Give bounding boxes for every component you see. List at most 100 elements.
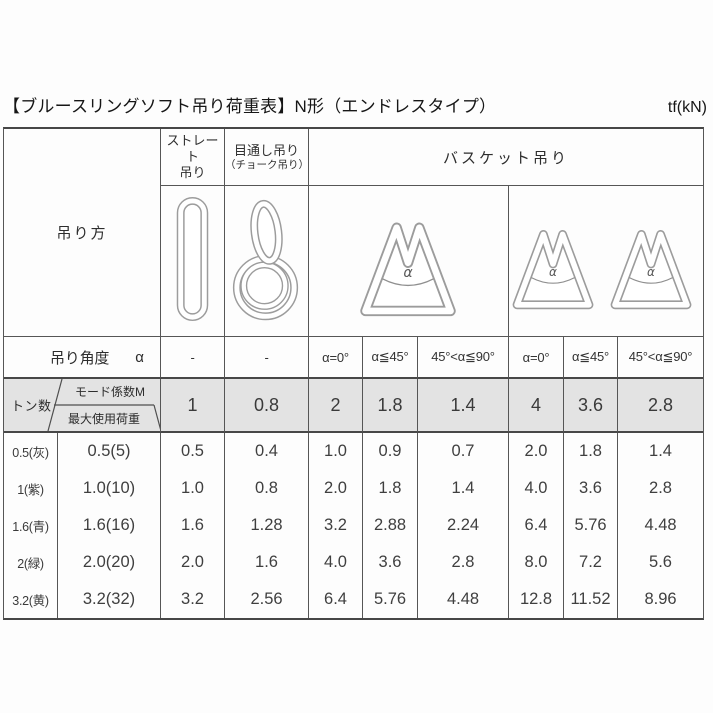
mode-coefficient-label: モード係数M (75, 385, 145, 399)
max-working-load-label: 最大使用荷重 (67, 412, 140, 426)
angle-value-cell: 45°<α≦90° (618, 337, 704, 379)
straight-label-line1: ストレート (166, 133, 219, 164)
value-cell: 1.6 (161, 507, 226, 544)
value-cell: 5.6 (649, 553, 672, 571)
value-cell: 5.76 (363, 581, 419, 618)
col-header-straight: ストレート 吊り (161, 129, 226, 186)
value-cell: 5.76 (564, 507, 619, 544)
ton-count-label: トン数 (11, 398, 52, 414)
max-load-cell: 3.2(32) (58, 581, 162, 618)
basket-double-diagram (509, 186, 704, 337)
table-row: 3.2(黄) 3.2(32) 3.2 2.56 6.4 5.76 4.48 12… (4, 581, 703, 618)
ton-rating-cell: 2(緑) (4, 544, 58, 581)
value-cell: 3.2 (161, 581, 226, 618)
value-cell: 1.6 (225, 544, 310, 581)
ton-rating-cell: 0.5(灰) (4, 433, 58, 470)
col-header-basket: バスケット吊り (309, 129, 704, 186)
load-capacity-table: 吊り方 ストレート 吊り 目通し吊り （チョーク吊り） バスケット吊り (3, 127, 705, 620)
choke-label-line1: 目通し吊り (234, 142, 300, 158)
value-cell: 0.5 (161, 433, 226, 470)
table-row: 2(緑) 2.0(20) 2.0 1.6 4.0 3.6 2.8 8.0 7.2… (4, 544, 703, 581)
value-cell: 0.9 (363, 433, 419, 470)
mode-value-cell: 4 (509, 379, 565, 433)
hanging-method-label: 吊り方 (4, 129, 162, 337)
angle-row-label: 吊り角度 α (4, 337, 162, 379)
value-cell: 1.0 (161, 470, 226, 507)
mode-value-cell: 1.8 (363, 379, 419, 433)
mode-value-cell: 0.8 (225, 379, 310, 433)
angle-value-cell: - (225, 337, 310, 379)
straight-label-line2: 吊り (179, 165, 206, 180)
basket-single-diagram (309, 186, 510, 337)
value-cell: 4.0 (309, 544, 364, 581)
value-cell: 8.0 (509, 544, 565, 581)
value-cell: 1.28 (225, 507, 310, 544)
choke-label-line2: （チョーク吊り） (225, 158, 310, 171)
angle-value-cell: α=0° (509, 337, 565, 379)
mode-value-cell: 1.4 (418, 379, 510, 433)
max-load-cell: 1.0(10) (58, 470, 162, 507)
value-cell: 1.8 (363, 470, 419, 507)
value-cell: 0.7 (418, 433, 510, 470)
page-title: 【ブルースリングソフト吊り荷重表】N形（エンドレスタイプ） (3, 97, 497, 116)
value-cell: 6.4 (309, 581, 364, 618)
angle-alpha-symbol: α (135, 348, 144, 366)
value-cell: 4.48 (418, 581, 510, 618)
angle-value-cell: - (161, 337, 226, 379)
value-cell: 2.0 (509, 433, 565, 470)
ton-rating-cell: 3.2(黄) (4, 581, 58, 618)
value-cell: 1.0 (309, 433, 364, 470)
value-cell: 3.6 (363, 544, 419, 581)
max-load-cell: 1.6(16) (58, 507, 162, 544)
value-cell: 1.8 (564, 433, 619, 470)
value-cell: 3.6 (564, 470, 619, 507)
mode-value-cell: 2.8 (618, 379, 704, 433)
basket-triangle-icon (309, 186, 508, 336)
mode-row-header: トン数 モード係数M 最大使用荷重 (4, 379, 162, 433)
value-cell: 7.2 (564, 544, 619, 581)
value-cell: 2.8 (649, 479, 672, 497)
angle-label-text: 吊り角度 (50, 349, 110, 367)
basket-triangle-pair-icon (509, 186, 703, 336)
ton-rating-cell: 1(紫) (4, 470, 58, 507)
value-cell: 2.88 (363, 507, 419, 544)
max-load-cell: 0.5(5) (58, 433, 162, 470)
straight-sling-diagram (161, 186, 226, 337)
straight-loop-icon (176, 197, 209, 322)
unit-label: tf(kN) (667, 99, 707, 116)
value-cell: 4.0 (509, 470, 565, 507)
table-row: 1(紫) 1.0(10) 1.0 0.8 2.0 1.8 1.4 4.0 3.6… (4, 470, 703, 507)
choke-sling-diagram (225, 186, 310, 337)
value-cell: 2.24 (418, 507, 510, 544)
ton-rating-cell: 1.6(青) (4, 507, 58, 544)
header-bar: 【ブルースリングソフト吊り荷重表】N形（エンドレスタイプ） tf(kN) (3, 92, 707, 117)
value-cell: 8.96 (644, 590, 677, 608)
max-load-cell: 2.0(20) (58, 544, 162, 581)
col-header-choke: 目通し吊り （チョーク吊り） (225, 129, 310, 186)
angle-value-cell: α≦45° (564, 337, 619, 379)
angle-value-cell: α=0° (309, 337, 364, 379)
table-row: 0.5(灰) 0.5(5) 0.5 0.4 1.0 0.9 0.7 2.0 1.… (4, 433, 703, 470)
mode-value-cell: 1 (161, 379, 226, 433)
value-cell: 0.4 (225, 433, 310, 470)
mode-value-cell: 2 (309, 379, 364, 433)
value-cell: 1.4 (418, 470, 510, 507)
choke-loop-icon (232, 199, 299, 321)
angle-value-cell: α≦45° (363, 337, 419, 379)
value-cell: 4.48 (644, 516, 677, 534)
value-cell: 1.4 (649, 442, 672, 460)
value-cell: 2.8 (418, 544, 510, 581)
value-cell: 12.8 (509, 581, 565, 618)
diagonal-divider (47, 379, 161, 431)
angle-value-cell: 45°<α≦90° (418, 337, 510, 379)
mode-value-cell: 3.6 (564, 379, 619, 433)
table-row: 1.6(青) 1.6(16) 1.6 1.28 3.2 2.88 2.24 6.… (4, 507, 703, 544)
value-cell: 11.52 (564, 581, 619, 618)
value-cell: 2.0 (309, 470, 364, 507)
value-cell: 2.56 (225, 581, 310, 618)
value-cell: 2.0 (161, 544, 226, 581)
value-cell: 0.8 (225, 470, 310, 507)
value-cell: 3.2 (309, 507, 364, 544)
value-cell: 6.4 (509, 507, 565, 544)
